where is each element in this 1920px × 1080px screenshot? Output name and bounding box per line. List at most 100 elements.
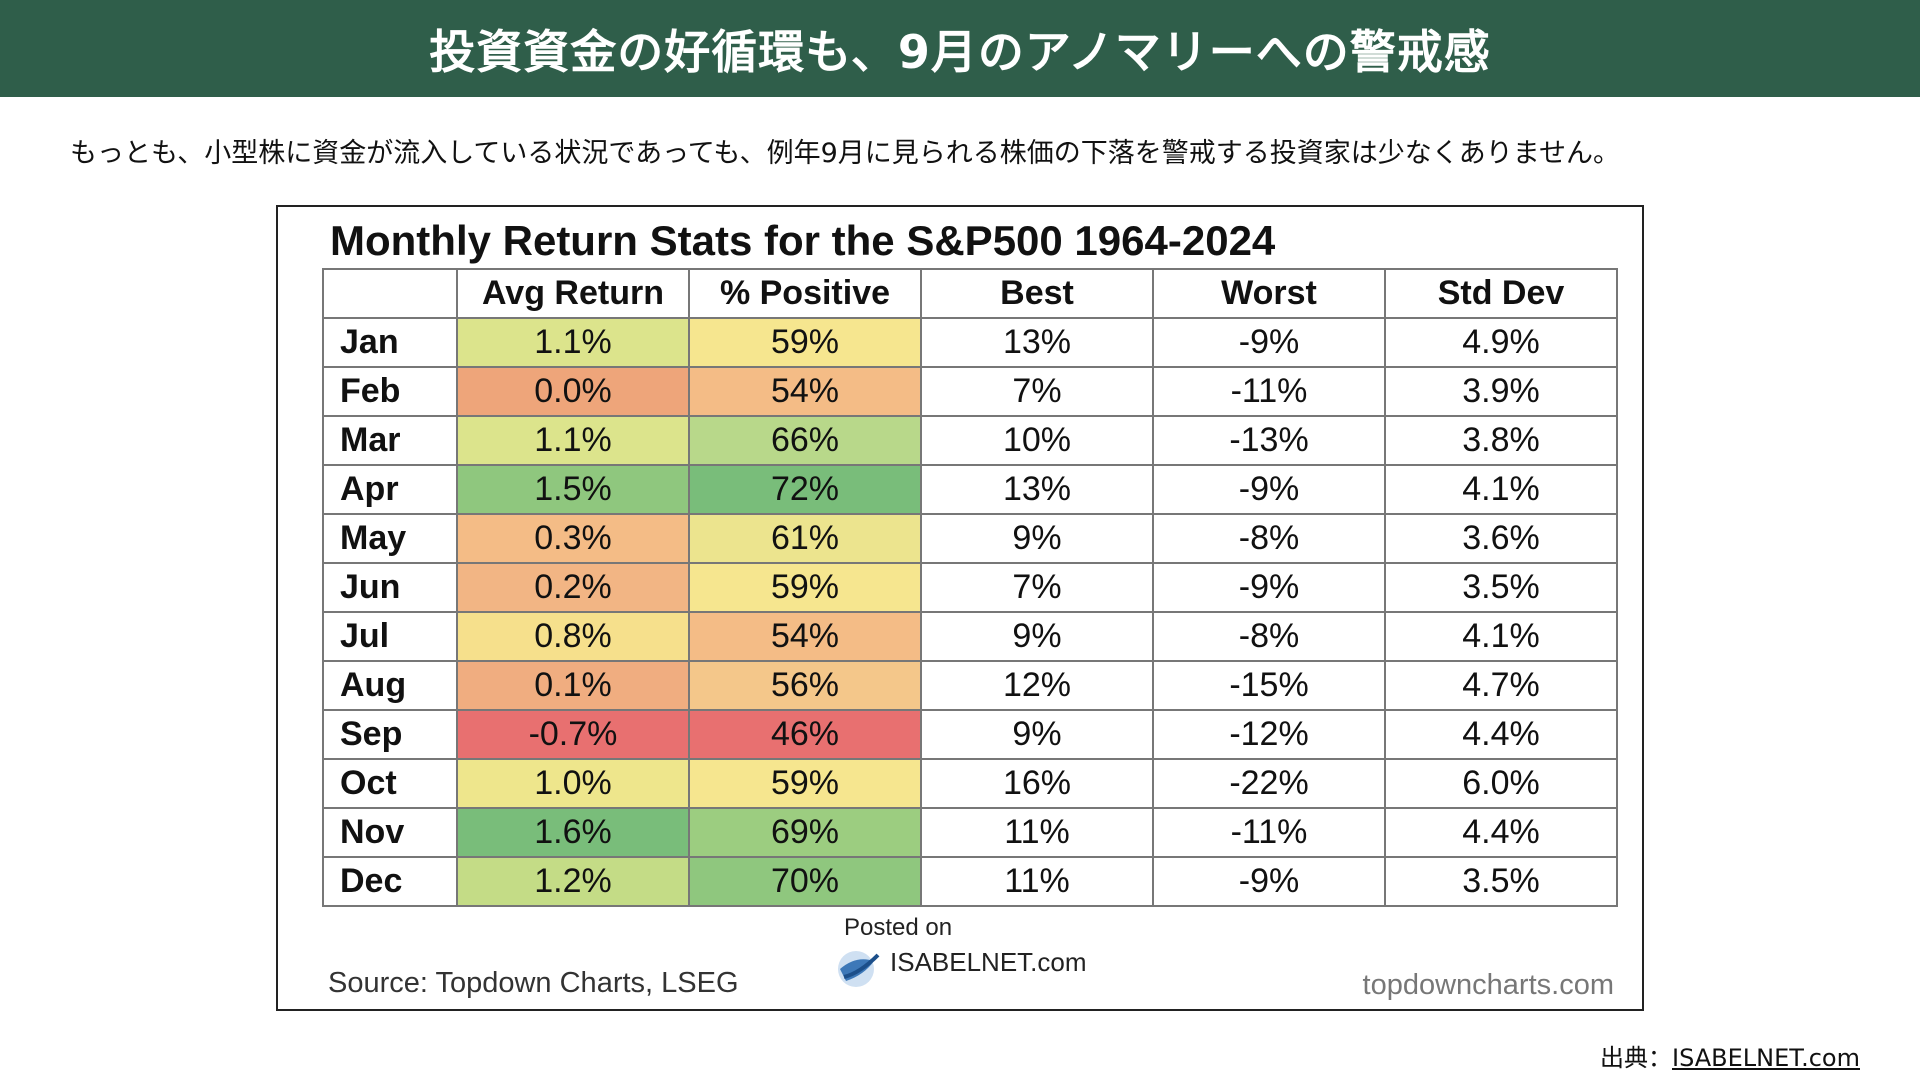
percent-positive-cell: 56% — [688, 660, 922, 711]
percent-positive-cell: 69% — [688, 807, 922, 858]
worst-cell: -8% — [1152, 513, 1386, 564]
best-cell: 11% — [920, 856, 1154, 907]
std-dev-cell: 4.7% — [1384, 660, 1618, 711]
credit-link[interactable]: ISABELNET.com — [1672, 1044, 1860, 1072]
table-row: Mar 1.1% 66% 10% -13% 3.8% — [322, 415, 1618, 466]
month-cell: Apr — [322, 464, 458, 515]
best-cell: 13% — [920, 317, 1154, 368]
credit-line: 出典：ISABELNET.com — [1600, 1038, 1860, 1073]
intro-text: もっとも、小型株に資金が流入している状況であっても、例年9月に見られる株価の下落… — [70, 138, 1620, 169]
best-cell: 10% — [920, 415, 1154, 466]
worst-cell: -13% — [1152, 415, 1386, 466]
worst-cell: -11% — [1152, 366, 1386, 417]
globe-logo-icon — [838, 951, 880, 987]
best-cell: 9% — [920, 513, 1154, 564]
column-header-percent-positive: % Positive — [688, 268, 922, 319]
avg-return-cell: 0.1% — [456, 660, 690, 711]
month-cell: Jan — [322, 317, 458, 368]
percent-positive-cell: 46% — [688, 709, 922, 760]
site-label: topdowncharts.com — [1362, 969, 1614, 1001]
table-row: Oct 1.0% 59% 16% -22% 6.0% — [322, 758, 1618, 809]
month-cell: Feb — [322, 366, 458, 417]
percent-positive-cell: 54% — [688, 366, 922, 417]
avg-return-cell: 1.1% — [456, 317, 690, 368]
worst-cell: -9% — [1152, 856, 1386, 907]
std-dev-cell: 3.8% — [1384, 415, 1618, 466]
percent-positive-cell: 59% — [688, 562, 922, 613]
column-header-month — [322, 268, 458, 319]
source-note: Source: Topdown Charts, LSEG — [328, 967, 739, 999]
percent-positive-cell: 59% — [688, 758, 922, 809]
page-title: 投資資金の好循環も、9月のアノマリーへの警戒感 — [429, 24, 1491, 79]
month-cell: Dec — [322, 856, 458, 907]
avg-return-cell: 1.5% — [456, 464, 690, 515]
month-cell: May — [322, 513, 458, 564]
brand-label: ISABELNET.com — [890, 946, 1087, 977]
avg-return-cell: 1.2% — [456, 856, 690, 907]
best-cell: 16% — [920, 758, 1154, 809]
figure-title: Monthly Return Stats for the S&P500 1964… — [330, 217, 1276, 264]
stats-figure: Monthly Return Stats for the S&P500 1964… — [276, 205, 1644, 1011]
std-dev-cell: 3.9% — [1384, 366, 1618, 417]
best-cell: 13% — [920, 464, 1154, 515]
table-row: Sep -0.7% 46% 9% -12% 4.4% — [322, 709, 1618, 760]
page-header: 投資資金の好循環も、9月のアノマリーへの警戒感 — [0, 0, 1920, 97]
table-row: Jun 0.2% 59% 7% -9% 3.5% — [322, 562, 1618, 613]
monthly-return-table: Avg Return % Positive Best Worst Std Dev… — [322, 268, 1618, 907]
worst-cell: -15% — [1152, 660, 1386, 711]
best-cell: 11% — [920, 807, 1154, 858]
percent-positive-cell: 59% — [688, 317, 922, 368]
credit-label: 出典： — [1600, 1044, 1672, 1072]
table-row: May 0.3% 61% 9% -8% 3.6% — [322, 513, 1618, 564]
avg-return-cell: 1.6% — [456, 807, 690, 858]
column-header-std-dev: Std Dev — [1384, 268, 1618, 319]
std-dev-cell: 4.9% — [1384, 317, 1618, 368]
table-row: Feb 0.0% 54% 7% -11% 3.9% — [322, 366, 1618, 417]
std-dev-cell: 6.0% — [1384, 758, 1618, 809]
std-dev-cell: 4.1% — [1384, 611, 1618, 662]
table-row: Nov 1.6% 69% 11% -11% 4.4% — [322, 807, 1618, 858]
std-dev-cell: 3.5% — [1384, 856, 1618, 907]
month-cell: Nov — [322, 807, 458, 858]
column-header-avg-return: Avg Return — [456, 268, 690, 319]
best-cell: 7% — [920, 366, 1154, 417]
std-dev-cell: 3.5% — [1384, 562, 1618, 613]
avg-return-cell: 1.0% — [456, 758, 690, 809]
month-cell: Oct — [322, 758, 458, 809]
worst-cell: -12% — [1152, 709, 1386, 760]
month-cell: Mar — [322, 415, 458, 466]
column-header-worst: Worst — [1152, 268, 1386, 319]
worst-cell: -9% — [1152, 464, 1386, 515]
percent-positive-cell: 61% — [688, 513, 922, 564]
month-cell: Sep — [322, 709, 458, 760]
worst-cell: -22% — [1152, 758, 1386, 809]
avg-return-cell: 0.3% — [456, 513, 690, 564]
table-row: Aug 0.1% 56% 12% -15% 4.7% — [322, 660, 1618, 711]
best-cell: 7% — [920, 562, 1154, 613]
worst-cell: -11% — [1152, 807, 1386, 858]
posted-on-label: Posted on — [844, 914, 953, 941]
month-cell: Aug — [322, 660, 458, 711]
month-cell: Jul — [322, 611, 458, 662]
best-cell: 9% — [920, 611, 1154, 662]
best-cell: 9% — [920, 709, 1154, 760]
percent-positive-cell: 70% — [688, 856, 922, 907]
table-row: Dec 1.2% 70% 11% -9% 3.5% — [322, 856, 1618, 907]
table-row: Apr 1.5% 72% 13% -9% 4.1% — [322, 464, 1618, 515]
std-dev-cell: 4.4% — [1384, 807, 1618, 858]
avg-return-cell: 0.2% — [456, 562, 690, 613]
std-dev-cell: 3.6% — [1384, 513, 1618, 564]
best-cell: 12% — [920, 660, 1154, 711]
table-header-row: Avg Return % Positive Best Worst Std Dev — [322, 268, 1618, 319]
avg-return-cell: 0.0% — [456, 366, 690, 417]
worst-cell: -9% — [1152, 562, 1386, 613]
avg-return-cell: 1.1% — [456, 415, 690, 466]
table-row: Jul 0.8% 54% 9% -8% 4.1% — [322, 611, 1618, 662]
std-dev-cell: 4.4% — [1384, 709, 1618, 760]
percent-positive-cell: 66% — [688, 415, 922, 466]
avg-return-cell: -0.7% — [456, 709, 690, 760]
month-cell: Jun — [322, 562, 458, 613]
percent-positive-cell: 72% — [688, 464, 922, 515]
std-dev-cell: 4.1% — [1384, 464, 1618, 515]
worst-cell: -9% — [1152, 317, 1386, 368]
